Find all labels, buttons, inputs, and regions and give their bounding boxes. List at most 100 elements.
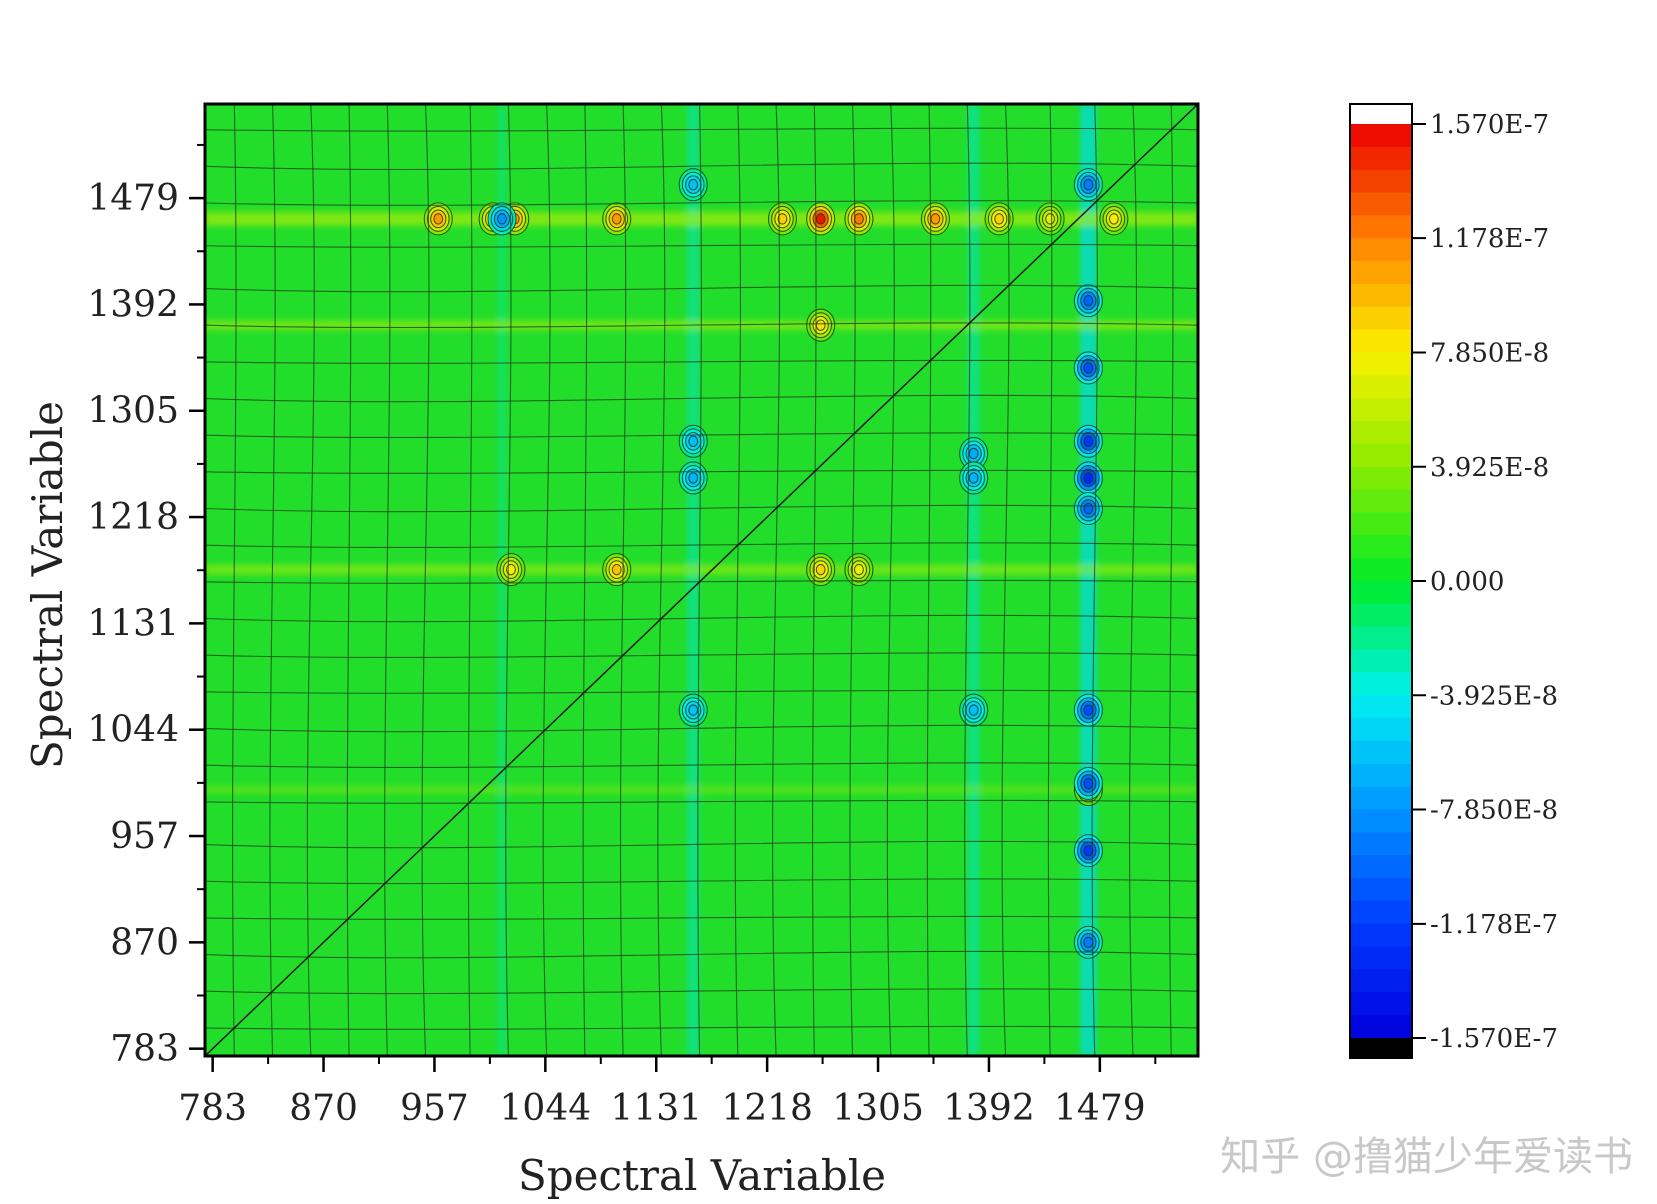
contour-line: [205, 1025, 1198, 1030]
colorbar-label: -1.570E-7: [1430, 1024, 1558, 1054]
contour-line: [384, 104, 391, 1056]
positive-peak: [994, 213, 1005, 225]
negative-peak: [688, 704, 699, 716]
contour-line: [232, 104, 237, 1056]
colorbar-label: -7.850E-8: [1430, 796, 1558, 826]
cross-band: [205, 785, 1198, 794]
x-tick-label: 1044: [500, 1088, 592, 1129]
colorbar-step: [1350, 238, 1412, 262]
y-tick-label: 870: [110, 922, 179, 963]
colorbar-label: -3.925E-8: [1430, 681, 1558, 711]
contour-line: [205, 394, 1198, 403]
colorbar: 1.570E-7 1.178E-7 7.850E-8 3.925E-8 0.000 -3.…: [1349, 103, 1558, 1059]
colorbar-label: 1.570E-7: [1430, 110, 1549, 140]
colorbar-step: [1350, 581, 1412, 605]
colorbar-step: [1350, 169, 1412, 194]
contour-line: [1001, 104, 1010, 1056]
negative-peak: [968, 447, 979, 460]
colorbar-step: [1350, 466, 1412, 491]
colorbar-step: [1350, 923, 1412, 948]
contour-line: [205, 724, 1198, 733]
colorbar-step: [1350, 443, 1412, 468]
contour-line: [205, 200, 1198, 206]
colorbar-step: [1350, 946, 1412, 971]
negative-peak: [1083, 502, 1094, 515]
contour-line: [205, 950, 1198, 959]
contour-line: [582, 104, 588, 1056]
contour-line: [205, 579, 1198, 584]
contour-line: [205, 469, 1198, 474]
watermark-text: 知乎 @撸猫少年爱读书: [1220, 1134, 1633, 1180]
colorbar-label: 1.178E-7: [1430, 224, 1549, 254]
negative-peak: [688, 178, 699, 191]
y-tick-label: 1392: [87, 284, 179, 325]
contour-line: [467, 104, 473, 1056]
negative-peak: [968, 472, 979, 484]
colorbar-step: [1350, 878, 1412, 902]
colorbar-step: [1350, 786, 1412, 811]
contour-lines: [205, 104, 1198, 1056]
contour-line: [306, 104, 315, 1056]
colorbar-step: [1350, 306, 1412, 331]
colorbar-step: [1350, 763, 1412, 788]
contour-line: [697, 104, 702, 1056]
x-tick-label: 870: [289, 1088, 358, 1129]
colorbar-step: [1350, 900, 1412, 925]
contour-line: [205, 243, 1198, 248]
contour-line: [657, 104, 666, 1056]
colorbar-step: [1350, 215, 1412, 239]
contour-line: [849, 104, 856, 1056]
contour-line: [205, 284, 1198, 293]
contour-line: [205, 614, 1198, 623]
peak-layer: [423, 168, 1129, 959]
y-tick-label: 783: [110, 1029, 179, 1070]
contour-line: [205, 762, 1198, 769]
colorbar-step: [1350, 512, 1412, 536]
colorbar-step: [1350, 672, 1412, 696]
colorbar-step: [1350, 124, 1412, 148]
negative-peak: [1083, 704, 1094, 716]
plot-area: [203, 102, 1200, 1058]
contour-line: [1091, 104, 1098, 1056]
x-tick-label: 1479: [1054, 1088, 1146, 1129]
contour-line: [926, 104, 932, 1056]
contour-line: [772, 104, 781, 1056]
colorbar-step: [1350, 809, 1412, 833]
negative-peak: [1083, 295, 1094, 307]
colorbar-step: [1350, 992, 1412, 1016]
y-axis: 783 870 957 1044 1131 1218 1305 1392 1479: [87, 143, 205, 1070]
x-axis-title: Spectral Variable: [518, 1151, 886, 1200]
x-axis: 783 870 957 1044 1131 1218 1305 1392 1479: [178, 1056, 1157, 1129]
x-tick-label: 783: [178, 1088, 247, 1129]
x-tick-label: 1392: [943, 1088, 1035, 1129]
negative-peak: [1083, 777, 1094, 790]
negative-peak: [497, 213, 507, 225]
colorbar-step: [1350, 695, 1412, 719]
colorbar-step: [1350, 832, 1412, 856]
cross-band: [967, 104, 980, 1056]
contour-line: [205, 652, 1198, 659]
colorbar-step: [1350, 421, 1412, 445]
contour-line: [619, 104, 627, 1056]
colorbar-label: 3.925E-8: [1430, 453, 1549, 483]
contour-line: [421, 104, 430, 1056]
y-axis-title: Spectral Variable: [23, 401, 72, 769]
cross-band: [687, 104, 700, 1056]
contour-line: [205, 689, 1198, 694]
y-tick-label: 1131: [87, 603, 179, 644]
contour-line: [1047, 104, 1053, 1056]
negative-peak: [1083, 936, 1094, 949]
colorbar-step: [1350, 146, 1412, 171]
colorbar-step: [1350, 352, 1412, 376]
contour-line: [886, 104, 895, 1056]
colorbar-step: [1350, 1015, 1412, 1039]
contour-line: [346, 104, 352, 1056]
contour-line: [205, 840, 1198, 849]
negative-peak: [968, 704, 979, 716]
negative-peak: [1083, 435, 1094, 448]
colorbar-step: [1350, 558, 1412, 582]
cross-band: [205, 564, 1198, 575]
colorbar-step: [1350, 718, 1412, 742]
x-tick-label: 1305: [832, 1088, 924, 1129]
negative-peak: [688, 435, 699, 448]
